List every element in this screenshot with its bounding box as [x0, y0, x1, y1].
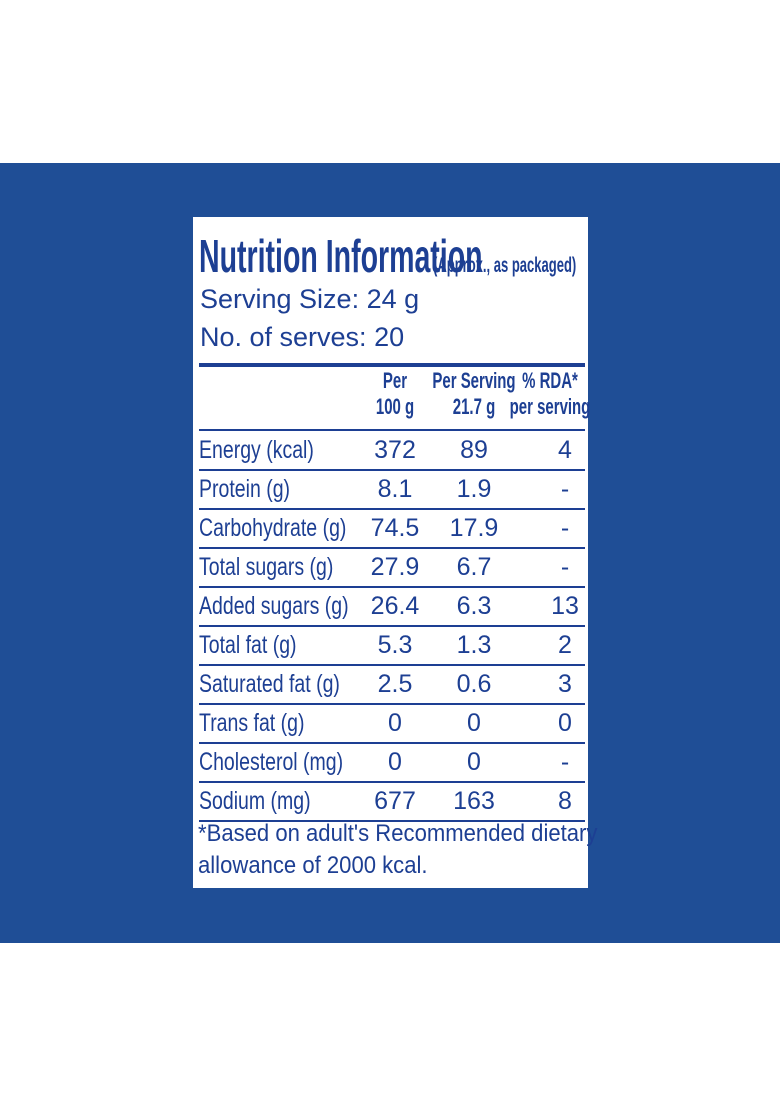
row-label: Cholesterol (mg)	[199, 748, 344, 776]
cell-value: 0	[467, 709, 481, 737]
rule	[199, 508, 585, 510]
cell-value: 5.3	[377, 631, 413, 659]
row-label: Trans fat (g)	[199, 709, 305, 737]
rule	[199, 586, 585, 588]
row-label: Protein (g)	[199, 475, 291, 503]
row-label: Energy (kcal)	[199, 436, 314, 464]
row-label: Added sugars (g)	[199, 592, 349, 620]
column-header: per serving	[509, 394, 591, 419]
column-header: Per	[382, 368, 408, 393]
cell-value: 677	[374, 787, 416, 815]
cell-value: 0	[388, 748, 402, 776]
cell-value: 27.9	[370, 553, 420, 581]
cell-value: 1.9	[456, 475, 492, 503]
column-header: 21.7 g	[452, 394, 496, 419]
cell-value: -	[560, 475, 570, 503]
rule	[199, 625, 585, 627]
column-header: Per Serving	[432, 368, 516, 393]
cell-value: 13	[551, 592, 579, 620]
footnote: *Based on adult's Recommended dietary	[198, 820, 598, 847]
cell-value: 8	[558, 787, 572, 815]
row-label: Total sugars (g)	[199, 553, 334, 581]
cell-value: 26.4	[370, 592, 420, 620]
row-label: Sodium (mg)	[199, 787, 311, 815]
serving-size: Serving Size: 24 g	[200, 284, 420, 314]
rule	[199, 820, 585, 822]
footnote: allowance of 2000 kcal.	[198, 852, 428, 879]
cell-value: -	[560, 553, 570, 581]
rule	[199, 781, 585, 783]
cell-value: 89	[460, 436, 488, 464]
row-label: Saturated fat (g)	[199, 670, 340, 698]
cell-value: 17.9	[449, 514, 499, 542]
cell-value: 3	[558, 670, 572, 698]
rule	[199, 703, 585, 705]
rule	[199, 742, 585, 744]
rule	[199, 469, 585, 471]
column-header: 100 g	[375, 394, 415, 419]
cell-value: 8.1	[377, 475, 413, 503]
cell-value: -	[560, 748, 570, 776]
rule	[199, 429, 585, 431]
cell-value: 6.3	[456, 592, 492, 620]
cell-value: -	[560, 514, 570, 542]
cell-value: 0	[467, 748, 481, 776]
cell-value: 2	[558, 631, 572, 659]
cell-value: 0	[388, 709, 402, 737]
cell-value: 372	[374, 436, 416, 464]
row-label: Total fat (g)	[199, 631, 297, 659]
rule	[199, 547, 585, 549]
column-header: % RDA*	[522, 368, 578, 393]
cell-value: 4	[558, 436, 572, 464]
row-label: Carbohydrate (g)	[199, 514, 347, 542]
title-note: (Approx., as packaged)	[433, 254, 577, 277]
cell-value: 0.6	[456, 670, 492, 698]
cell-value: 74.5	[370, 514, 420, 542]
title: Nutrition Information	[199, 230, 483, 282]
cell-value: 6.7	[456, 553, 492, 581]
cell-value: 0	[558, 709, 572, 737]
nutrition-panel: Nutrition Information (Approx., as packa…	[193, 217, 597, 888]
rule	[199, 363, 585, 367]
cell-value: 163	[453, 787, 495, 815]
cell-value: 2.5	[377, 670, 413, 698]
serves: No. of serves: 20	[200, 322, 405, 352]
rule	[199, 664, 585, 666]
cell-value: 1.3	[456, 631, 492, 659]
